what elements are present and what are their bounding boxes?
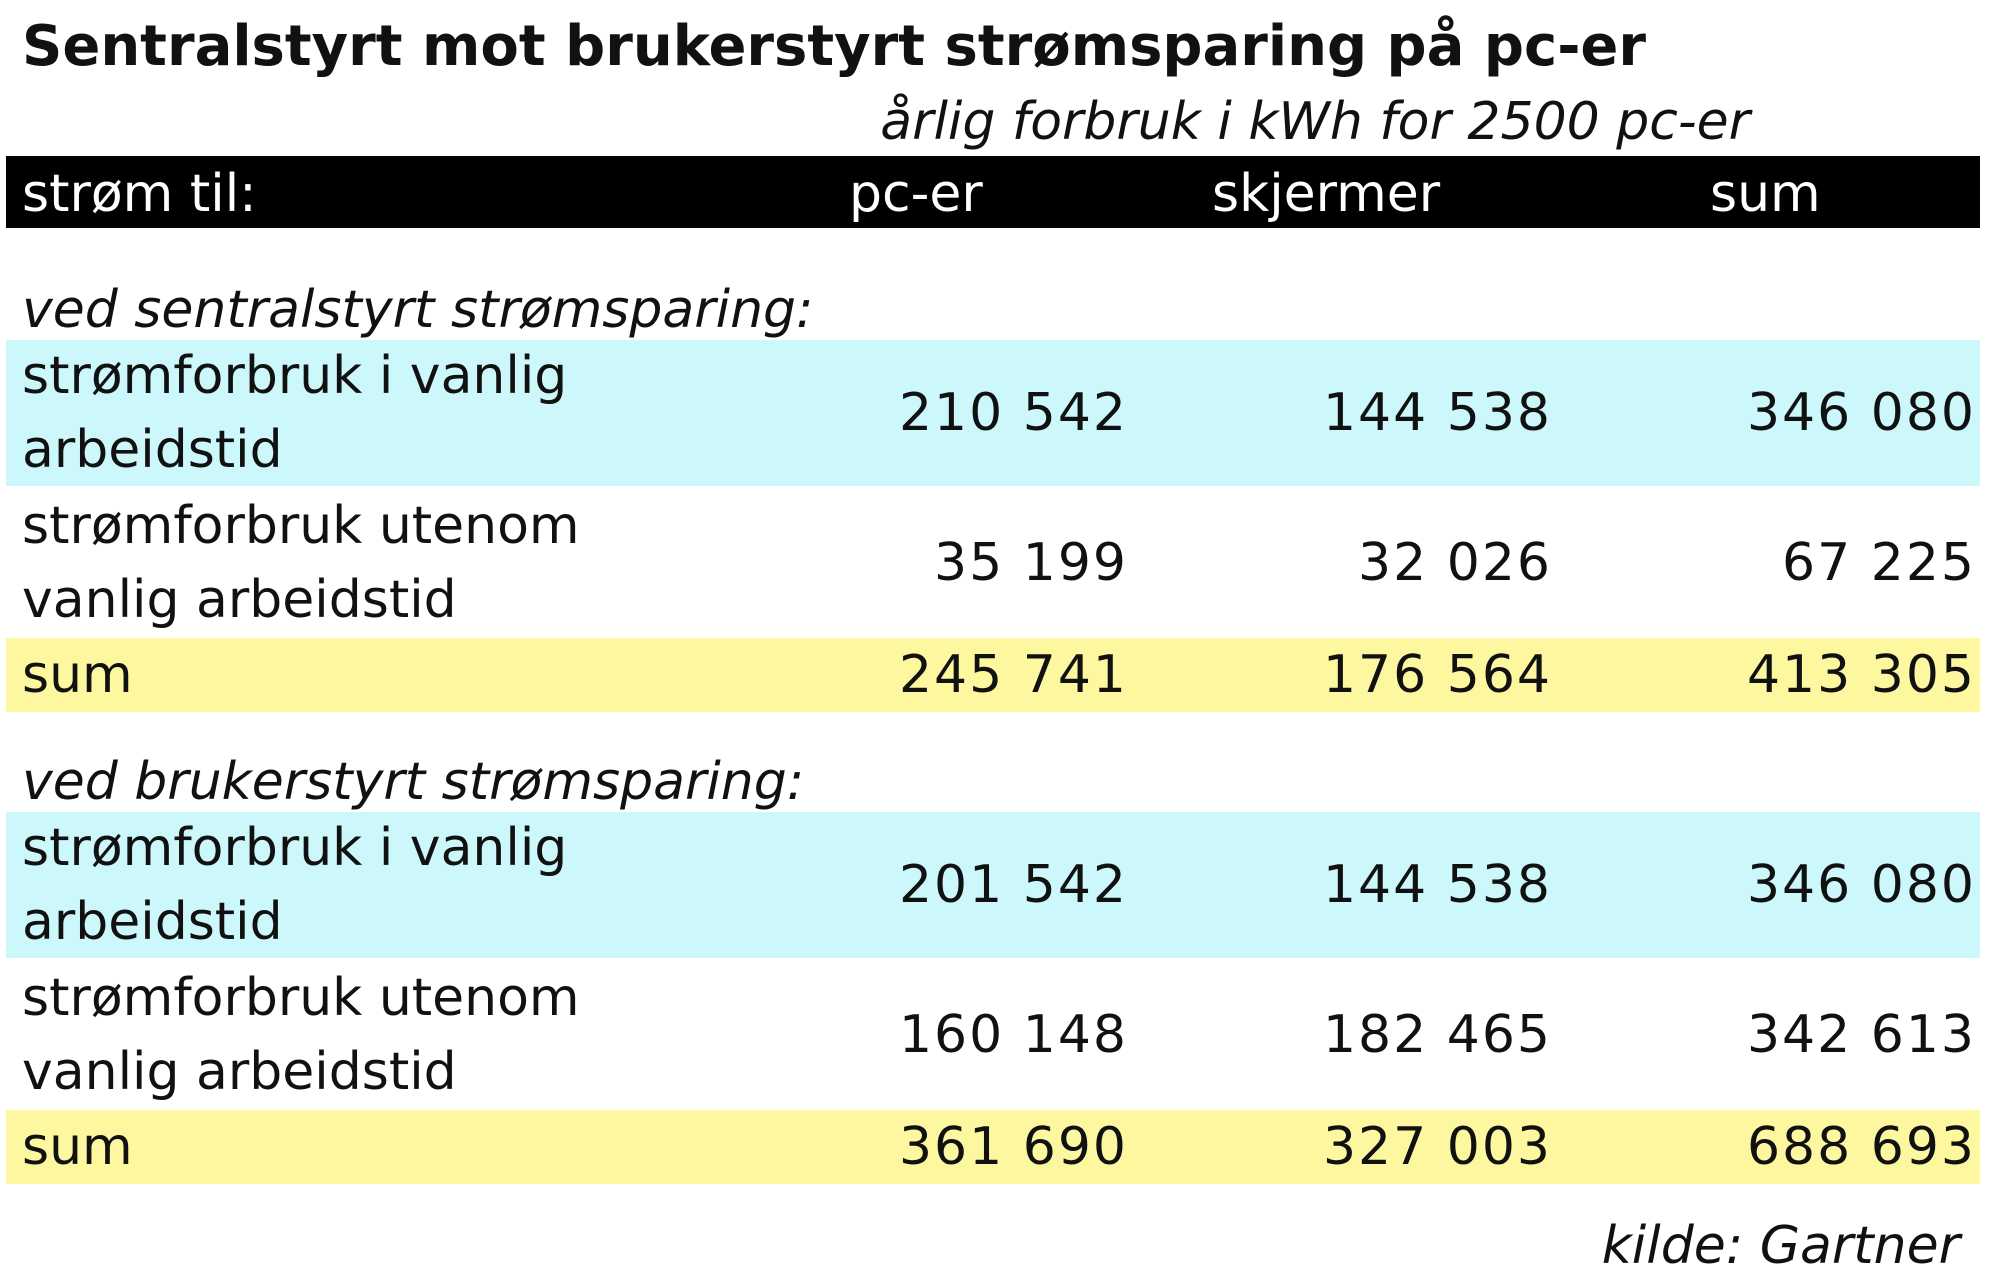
cell-screens: 182 465 <box>1322 1005 1552 1065</box>
row-label: sum <box>22 645 133 705</box>
section-heading-central: ved sentralstyrt strømsparing: <box>22 280 814 340</box>
header-sum-column: sum <box>1710 164 1821 224</box>
chart-title: Sentralstyrt mot brukerstyrt strømsparin… <box>22 14 1647 79</box>
row-label: sum <box>22 1117 133 1177</box>
row-label: strømforbruk utenom vanlig arbeidstid <box>22 496 580 630</box>
cell-screens: 144 538 <box>1322 383 1552 443</box>
cell-pc: 160 148 <box>898 1005 1128 1065</box>
sum-row: sum 361 690 327 003 688 693 <box>6 1110 1980 1184</box>
cell-pc: 361 690 <box>898 1117 1128 1177</box>
cell-pc: 35 199 <box>934 533 1128 593</box>
table-row: strømforbruk utenom vanlig arbeidstid 16… <box>6 962 1980 1108</box>
cell-sum: 346 080 <box>1746 855 1976 915</box>
source-note: kilde: Gartner <box>1601 1216 1960 1276</box>
cell-screens: 32 026 <box>1358 533 1552 593</box>
section-heading-user: ved brukerstyrt strømsparing: <box>22 752 805 812</box>
header-pc-column: pc-er <box>849 164 983 224</box>
cell-sum: 67 225 <box>1782 533 1976 593</box>
row-label: strømforbruk utenom vanlig arbeidstid <box>22 968 580 1102</box>
header-screens-column: skjermer <box>1212 164 1441 224</box>
cell-sum: 346 080 <box>1746 383 1976 443</box>
chart-subtitle: årlig forbruk i kWh for 2500 pc-er <box>880 92 1750 152</box>
cell-pc: 245 741 <box>898 645 1128 705</box>
header-label-column: strøm til: <box>22 164 257 224</box>
table-header <box>6 156 1980 228</box>
sum-row: sum 245 741 176 564 413 305 <box>6 638 1980 712</box>
table-row: strømforbruk i vanlig arbeidstid 210 542… <box>6 340 1980 486</box>
table-row: strømforbruk utenom vanlig arbeidstid 35… <box>6 490 1980 636</box>
table-row: strømforbruk i vanlig arbeidstid 201 542… <box>6 812 1980 958</box>
cell-sum: 688 693 <box>1746 1117 1976 1177</box>
cell-sum: 413 305 <box>1746 645 1976 705</box>
cell-pc: 201 542 <box>898 855 1128 915</box>
row-label: strømforbruk i vanlig arbeidstid <box>22 346 568 480</box>
cell-screens: 176 564 <box>1322 645 1552 705</box>
row-label: strømforbruk i vanlig arbeidstid <box>22 818 568 952</box>
cell-sum: 342 613 <box>1746 1005 1976 1065</box>
cell-pc: 210 542 <box>898 383 1128 443</box>
cell-screens: 144 538 <box>1322 855 1552 915</box>
cell-screens: 327 003 <box>1322 1117 1552 1177</box>
